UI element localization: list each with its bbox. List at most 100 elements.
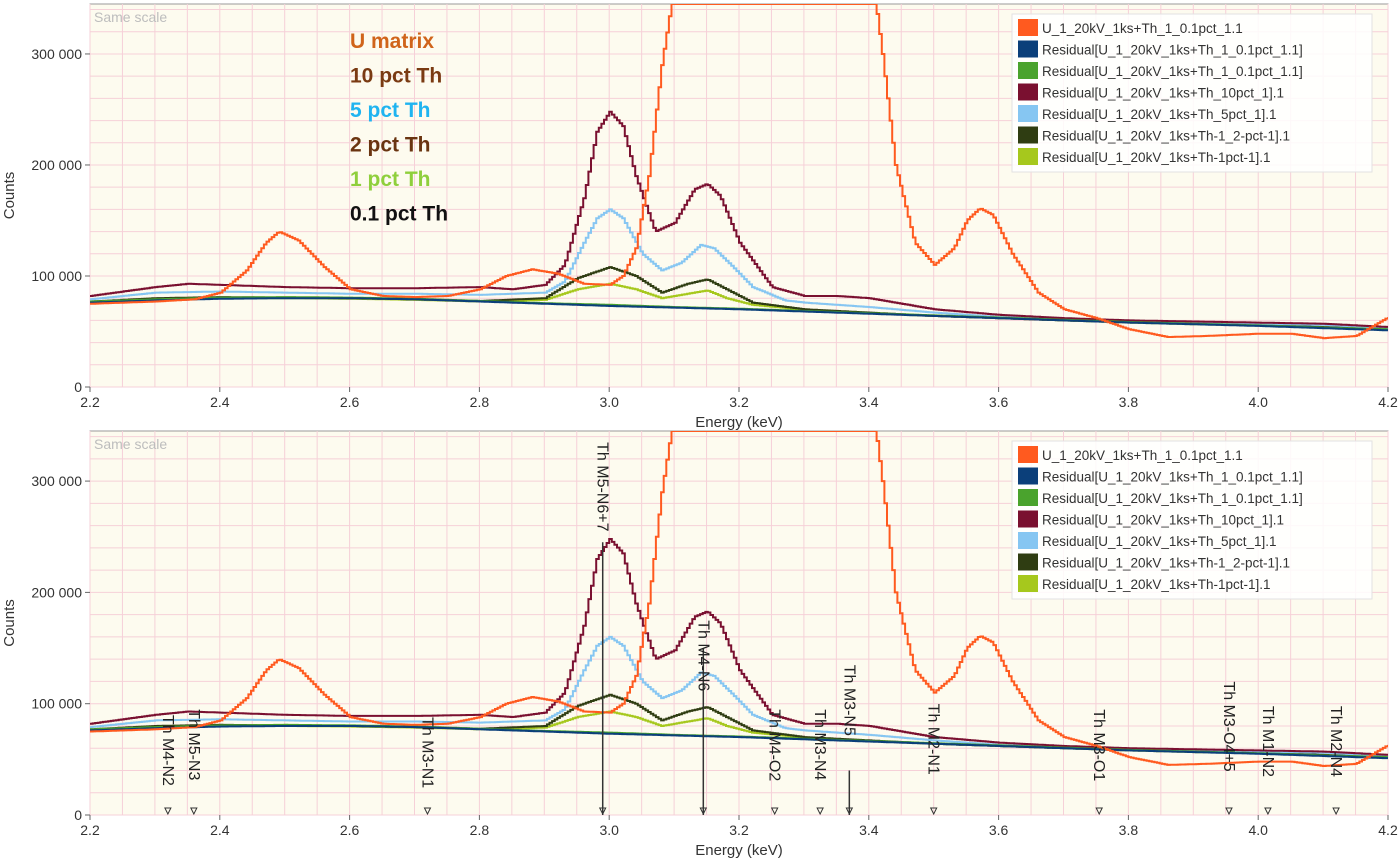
line-markers: Th M4-N2 Th M5-N3 Th M3-N1 Th M5-N6+7 Th M4-…: [159, 442, 1344, 816]
marker-triangle: [1332, 807, 1340, 816]
panel-note: Same scale: [94, 436, 167, 452]
panel-note: Same scale: [94, 9, 167, 25]
series-line-2: [90, 725, 1388, 760]
legend-entry: Residual[U_1_20kV_1ks+Th_10pct_1].1: [1042, 513, 1284, 528]
marker-triangle: [423, 807, 432, 816]
marker-label: Th M5-N3: [185, 709, 202, 780]
annotation-label: 2 pct Th: [350, 134, 431, 157]
series-line-1: [90, 4, 1388, 340]
legend-entry: Residual[U_1_20kV_1ks+Th_1_0.1pct_1.1]: [1042, 43, 1303, 58]
x-tick-label: 3.4: [859, 394, 879, 410]
x-tick-label: 3.8: [1119, 822, 1139, 838]
x-tick-label: 4.0: [1248, 822, 1268, 838]
y-tick-label: 200 000: [31, 157, 82, 173]
y-axis-label: Counts: [1, 599, 18, 647]
marker-triangle: [164, 807, 172, 816]
legend-entry: U_1_20kV_1ks+Th_1_0.1pct_1.1: [1042, 21, 1243, 36]
marker-triangle: [845, 807, 854, 816]
y-tick-label: 0: [74, 807, 82, 823]
marker-triangle: [770, 807, 779, 816]
x-tick-label: 2.2: [80, 822, 100, 838]
legend-swatch: [1018, 467, 1038, 485]
legend-swatch: [1018, 446, 1038, 463]
legend-swatch: [1018, 553, 1038, 571]
series-lines: [90, 431, 1388, 767]
legend-entry: Residual[U_1_20kV_1ks+Th-1_2-pct-1].1: [1042, 129, 1290, 144]
chart-panel-2: Same scale 2.2 2.4 2.6 2.8 3.0 3.2 3.4 3.6 3.8 4.0…: [1, 430, 1398, 859]
legend-swatch: [1018, 19, 1038, 36]
legend-entry: Residual[U_1_20kV_1ks+Th-1_2-pct-1].1: [1042, 556, 1290, 571]
series-line-4: [90, 538, 1388, 756]
legend-entry: Residual[U_1_20kV_1ks+Th_10pct_1].1: [1042, 86, 1284, 101]
y-tick-label: 300 000: [31, 46, 82, 62]
marker-label: Th M3-O1: [1090, 709, 1107, 781]
legend-swatch: [1018, 105, 1038, 122]
legend: U_1_20kV_1ks+Th_1_0.1pct_1.1 Residual[U_1…: [1011, 440, 1373, 600]
y-tick-label: 100 000: [31, 696, 82, 712]
marker-label: Th M2-N4: [1327, 706, 1344, 777]
marker-label: Th M1-N2: [1259, 706, 1276, 777]
marker-label: Th M4-O2: [766, 709, 783, 781]
x-tick-label: 4.2: [1378, 822, 1398, 838]
marker-label: Th M4-N6: [694, 620, 711, 691]
marker-label: Th M3-N4: [811, 709, 828, 780]
legend-swatch: [1018, 126, 1038, 144]
legend-box: [1011, 440, 1373, 600]
x-tick-label: 2.6: [340, 394, 360, 410]
legend-entry: Residual[U_1_20kV_1ks+Th-1pct-1].1: [1042, 577, 1271, 592]
marker-triangle: [699, 807, 708, 816]
marker-triangle: [190, 807, 198, 816]
x-tick-label: 3.6: [989, 394, 1009, 410]
x-tick-label: 3.8: [1119, 394, 1139, 410]
chart-panel-1: Same scale 2.2 2.4 2.6 2.8 3.0 3.2 3.4 3.6 3.8 4.0…: [1, 3, 1398, 431]
legend-swatch: [1018, 62, 1038, 79]
y-tick-label: 300 000: [31, 473, 82, 489]
series-line-1: [90, 431, 1388, 767]
legend-entry: Residual[U_1_20kV_1ks+Th_1_0.1pct_1.1]: [1042, 491, 1303, 506]
y-tick-label: 100 000: [31, 268, 82, 284]
annotation-label: 1 pct Th: [350, 168, 431, 191]
x-tick-label: 2.8: [470, 822, 490, 838]
x-tick-label: 3.6: [989, 822, 1009, 838]
marker-label: Th M3-N1: [418, 717, 435, 788]
y-tick-label: 0: [74, 379, 82, 395]
marker-label: Th M3-O4+5: [1220, 681, 1237, 771]
x-tick-label: 2.4: [210, 394, 230, 410]
legend-swatch: [1018, 510, 1038, 528]
annotation-label: U matrix: [350, 30, 434, 53]
marker-label: Th M3-N5: [840, 665, 857, 736]
x-tick-label: 4.0: [1248, 394, 1268, 410]
x-tick-label: 3.4: [859, 822, 879, 838]
legend-swatch: [1018, 489, 1038, 506]
marker-triangle: [929, 807, 938, 816]
x-tick-label: 3.0: [599, 822, 619, 838]
x-axis-label: Energy (keV): [695, 414, 783, 431]
legend-box: [1011, 13, 1373, 173]
annotation-label: 5 pct Th: [350, 99, 431, 122]
marker-label: Th M2-N1: [925, 704, 942, 775]
marker-label: Th M5-N6+7: [594, 442, 611, 531]
legend-entry: Residual[U_1_20kV_1ks+Th_5pct_1].1: [1042, 107, 1277, 122]
legend-entry: Residual[U_1_20kV_1ks+Th_1_0.1pct_1.1]: [1042, 470, 1303, 485]
y-tick-label: 200 000: [31, 584, 82, 600]
x-tick-label: 4.2: [1378, 394, 1398, 410]
x-tick-label: 2.8: [470, 394, 490, 410]
annotation-label: 10 pct Th: [350, 65, 442, 88]
legend: U_1_20kV_1ks+Th_1_0.1pct_1.1 Residual[U_1…: [1011, 13, 1373, 173]
legend-swatch: [1018, 148, 1038, 165]
legend-swatch: [1018, 83, 1038, 101]
marker-label: Th M4-N2: [159, 715, 176, 786]
y-axis-label: Counts: [1, 172, 18, 220]
marker-triangle: [598, 807, 607, 816]
x-tick-label: 2.2: [80, 394, 100, 410]
legend-swatch: [1018, 532, 1038, 549]
annotation-label: 0.1 pct Th: [350, 203, 448, 226]
marker-triangle: [1095, 807, 1103, 816]
x-tick-label: 3.0: [599, 394, 619, 410]
legend-entry: Residual[U_1_20kV_1ks+Th_1_0.1pct_1.1]: [1042, 64, 1303, 79]
marker-triangle: [1225, 807, 1233, 816]
x-tick-label: 3.2: [729, 394, 749, 410]
series-line-2: [90, 297, 1388, 332]
legend-swatch: [1018, 575, 1038, 592]
